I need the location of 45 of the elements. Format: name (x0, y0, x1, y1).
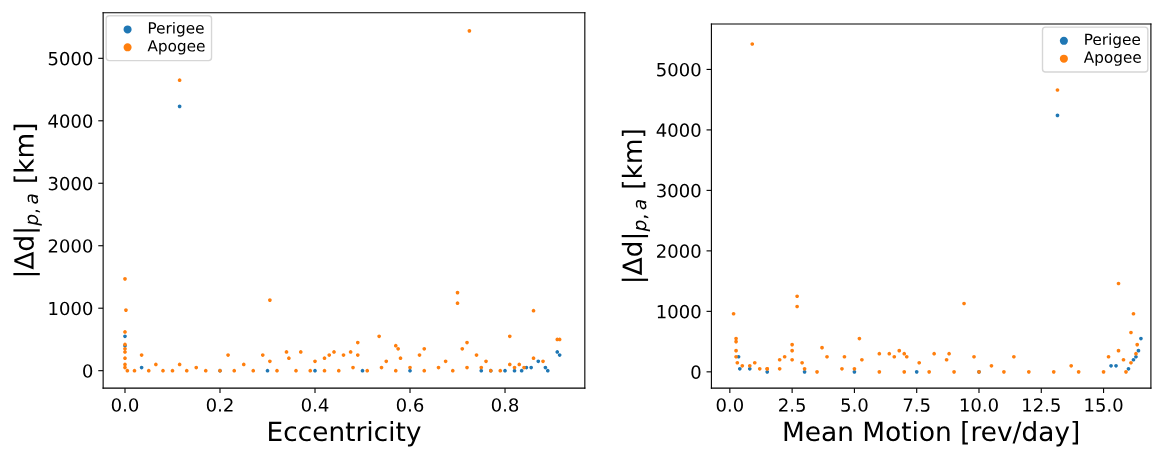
y-tick-label: 4000 (48, 114, 93, 128)
legend-label: Apogee (147, 40, 205, 55)
x-tick-label: 0.2 (206, 398, 233, 412)
point (503, 368, 507, 373)
point (555, 350, 560, 354)
x-tick-label: 5.0 (841, 398, 868, 412)
x-tick-label: 12.5 (1023, 398, 1060, 412)
point (1126, 366, 1131, 371)
point (1109, 363, 1113, 368)
x-tick-label: 0.0 (716, 398, 743, 412)
x-tick-label: 0.4 (301, 398, 329, 412)
legend-label: Perigee (148, 21, 204, 37)
point (123, 334, 127, 339)
y-tick-label: 3000 (657, 183, 701, 198)
x-tick-label: 2.5 (779, 398, 805, 412)
y-tick-label: 1000 (657, 304, 701, 319)
point (313, 368, 317, 373)
x-tick-label: 0.6 (396, 398, 424, 412)
y-tick-label: 5000 (657, 62, 701, 77)
y-tick-label: 2000 (48, 239, 93, 253)
point (536, 359, 541, 364)
x-tick-label: 0.8 (491, 398, 519, 412)
x-tick-label: 15.0 (1085, 398, 1123, 412)
y-axis-title: |Δd|$_{p,a}$ [km] (13, 124, 42, 276)
y-tick-label: 2000 (657, 244, 701, 258)
y-tick-label: 0 (691, 365, 701, 379)
y-tick-label: 4000 (656, 123, 701, 138)
x-tick-label: 0.0 (111, 398, 139, 412)
x-tick-label: 7.5 (903, 398, 930, 412)
y-tick-label: 1000 (49, 301, 93, 316)
point (557, 353, 562, 357)
legend-label: Perigee (1085, 33, 1141, 49)
x-axis-title: Mean Motion [rev/day] (784, 420, 1079, 447)
point (1114, 363, 1118, 368)
y-tick-label: 3000 (48, 176, 93, 191)
point (1139, 336, 1143, 341)
y-tick-label: 5000 (48, 51, 93, 66)
y-tick-label: 0 (83, 364, 93, 378)
point (914, 370, 919, 374)
legend-label: Apogee (1083, 51, 1141, 66)
x-axis-title: Eccentricity (269, 420, 421, 447)
point (265, 368, 270, 373)
y-axis-title: |Δd|$_{p,a}$ [km] (621, 130, 651, 281)
point (529, 365, 533, 370)
x-tick-label: 10.0 (960, 398, 998, 412)
